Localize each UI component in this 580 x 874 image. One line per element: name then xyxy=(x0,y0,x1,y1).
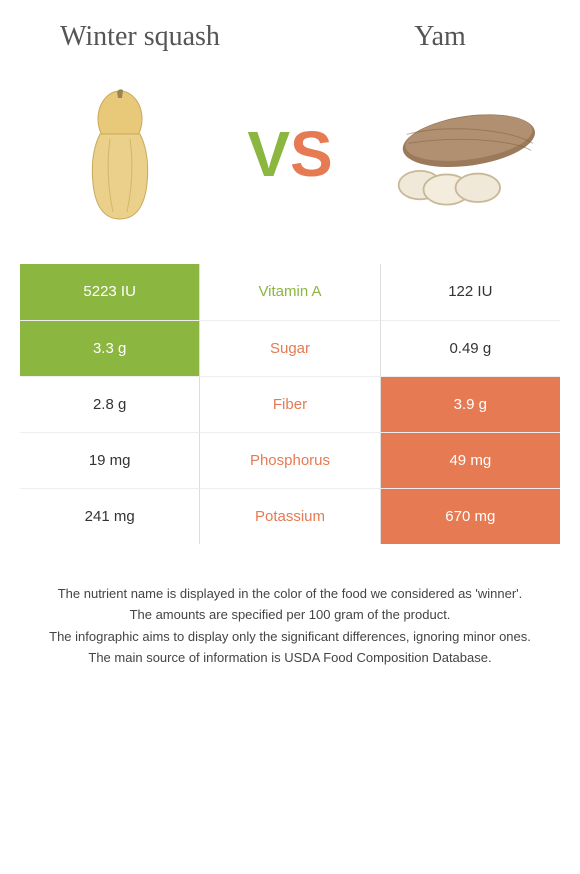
nutrient-label: Sugar xyxy=(200,320,379,376)
footer-line: The infographic aims to display only the… xyxy=(20,627,560,647)
table-row: 3.3 g Sugar 0.49 g xyxy=(20,320,560,376)
nutrient-label: Fiber xyxy=(200,376,379,432)
hero-row: VS xyxy=(0,64,580,264)
footer-line: The nutrient name is displayed in the co… xyxy=(20,584,560,604)
header: Winter squash Yam xyxy=(0,0,580,64)
table-row: 241 mg Potassium 670 mg xyxy=(20,488,560,544)
nutrient-label: Vitamin A xyxy=(200,264,379,320)
left-value: 3.3 g xyxy=(20,320,200,376)
right-value: 3.9 g xyxy=(380,376,560,432)
right-value: 0.49 g xyxy=(380,320,560,376)
left-value: 2.8 g xyxy=(20,376,200,432)
right-food-title: Yam xyxy=(360,20,520,54)
right-value: 670 mg xyxy=(380,488,560,544)
left-value: 5223 IU xyxy=(20,264,200,320)
nutrient-table: 5223 IU Vitamin A 122 IU 3.3 g Sugar 0.4… xyxy=(20,264,560,544)
footer-notes: The nutrient name is displayed in the co… xyxy=(0,544,580,690)
nutrient-label: Phosphorus xyxy=(200,432,379,488)
vs-s: S xyxy=(290,117,333,191)
infographic: Winter squash Yam VS xyxy=(0,0,580,690)
vs-label: VS xyxy=(247,117,332,191)
footer-line: The main source of information is USDA F… xyxy=(20,648,560,668)
table-row: 2.8 g Fiber 3.9 g xyxy=(20,376,560,432)
table-row: 5223 IU Vitamin A 122 IU xyxy=(20,264,560,320)
left-value: 19 mg xyxy=(20,432,200,488)
right-value: 49 mg xyxy=(380,432,560,488)
squash-image xyxy=(40,74,200,234)
right-value: 122 IU xyxy=(380,264,560,320)
left-value: 241 mg xyxy=(20,488,200,544)
table-row: 19 mg Phosphorus 49 mg xyxy=(20,432,560,488)
left-food-title: Winter squash xyxy=(60,20,220,54)
footer-line: The amounts are specified per 100 gram o… xyxy=(20,605,560,625)
yam-image xyxy=(380,74,540,234)
vs-v: V xyxy=(247,117,290,191)
nutrient-label: Potassium xyxy=(200,488,379,544)
